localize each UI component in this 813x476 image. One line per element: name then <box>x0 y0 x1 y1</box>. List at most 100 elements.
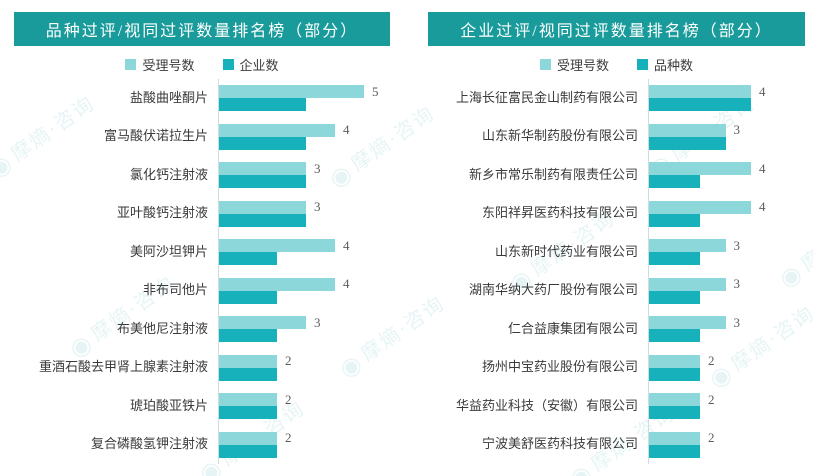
bar-line: 2 <box>649 353 805 368</box>
category-label: 琥珀酸亚铁片 <box>129 397 208 413</box>
category-label: 富马酸伏诺拉生片 <box>103 128 208 144</box>
value-label: 2 <box>285 353 292 369</box>
bar-group: 2 <box>218 348 390 387</box>
bar-group: 4 <box>218 271 390 310</box>
bar-line <box>219 175 390 189</box>
bar-line: 3 <box>649 238 805 253</box>
bar-group: 3 <box>648 233 805 272</box>
value-label: 3 <box>314 160 321 176</box>
bar-line <box>649 252 805 266</box>
category-label: 复合磷酸氢钾注射液 <box>90 436 208 452</box>
bar-group: 2 <box>648 425 805 464</box>
bar-dark <box>219 136 306 150</box>
bar-line: 3 <box>649 314 805 330</box>
varieties-chart-rows: 盐酸曲唑酮片 5 富马酸伏诺拉生片 4 氯化钙注射液 3 亚叶酸钙注射液 3 美阿沙坦钾片 4 非布… <box>14 79 390 464</box>
chart-row: 盐酸曲唑酮片 5 <box>14 79 390 118</box>
bar-dark <box>649 406 700 420</box>
bar-dark <box>649 444 700 458</box>
value-label: 2 <box>708 391 715 407</box>
category-label: 氯化钙注射液 <box>129 166 208 182</box>
bar-dark <box>649 98 751 112</box>
value-label: 3 <box>314 199 321 215</box>
bar-group: 5 <box>218 79 390 118</box>
bar-group: 2 <box>648 387 805 426</box>
value-label: 3 <box>733 276 741 292</box>
chart-row: 新乡市常乐制药有限责任公司 4 <box>428 156 805 195</box>
value-label: 2 <box>708 430 715 446</box>
category-label: 上海长征富民金山制药有限公司 <box>455 89 638 105</box>
bar-dark <box>219 444 277 458</box>
chart-row: 亚叶酸钙注射液 3 <box>14 194 390 233</box>
legend-swatch-dark-icon <box>222 59 234 70</box>
bar-light <box>219 123 335 137</box>
category-label: 扬州中宝药业股份有限公司 <box>481 359 638 375</box>
bar-line: 3 <box>649 122 805 137</box>
bar-group: 4 <box>218 233 390 272</box>
bar-light <box>219 277 335 291</box>
bar-dark <box>219 329 277 343</box>
legend-label: 受理号数 <box>556 58 609 73</box>
category-label: 新乡市常乐制药有限责任公司 <box>468 166 638 182</box>
bar-light <box>219 200 306 214</box>
bar-line: 3 <box>219 160 390 176</box>
bar-line <box>649 367 805 381</box>
bar-line: 3 <box>219 199 390 215</box>
bar-group: 3 <box>648 117 805 156</box>
bar-line: 3 <box>219 315 390 330</box>
bar-group: 3 <box>218 156 390 195</box>
category-label: 亚叶酸钙注射液 <box>116 205 208 221</box>
varieties-chart-legend: 受理号数 企业数 <box>14 55 390 74</box>
chart-row: 富马酸伏诺拉生片 4 <box>14 117 390 156</box>
bar-line: 2 <box>649 391 805 407</box>
chart-row: 华益药业科技（安徽）有限公司 2 <box>428 387 805 426</box>
bar-dark <box>219 367 277 381</box>
value-label: 2 <box>285 430 292 446</box>
bar-line <box>649 329 805 343</box>
bar-line <box>649 175 805 189</box>
bar-dark <box>649 252 700 266</box>
bar-light <box>219 85 364 99</box>
bar-line: 2 <box>219 353 390 369</box>
bar-light <box>649 277 726 291</box>
bar-line <box>219 367 390 381</box>
legend-item-accepted-numbers: 受理号数 <box>125 55 195 74</box>
bar-line <box>219 290 390 304</box>
chart-row: 布美他尼注射液 3 <box>14 310 390 349</box>
bar-line <box>219 213 390 227</box>
bar-line <box>219 136 390 150</box>
bar-line <box>649 136 805 150</box>
chart-row: 仁合益康集团有限公司 3 <box>428 310 805 349</box>
bar-group: 3 <box>648 271 805 310</box>
bar-light <box>219 354 277 368</box>
bar-line: 5 <box>219 84 390 99</box>
category-label: 山东新时代药业有限公司 <box>494 243 638 259</box>
value-label: 4 <box>343 237 350 253</box>
bar-dark <box>649 367 700 381</box>
bar-line: 4 <box>649 84 805 99</box>
category-label: 宁波美舒医药科技有限公司 <box>481 436 638 452</box>
bar-line <box>219 444 390 458</box>
bar-group: 4 <box>218 117 390 156</box>
legend-swatch-dark-icon <box>637 59 648 70</box>
bar-line <box>649 213 805 227</box>
varieties-chart-title: 品种过评/视同过评数量排名榜（部分） <box>14 12 390 46</box>
bar-group: 4 <box>648 156 805 195</box>
bar-group: 3 <box>648 310 805 349</box>
chart-row: 上海长征富民金山制药有限公司 4 <box>428 79 805 118</box>
companies-chart-legend: 受理号数 品种数 <box>428 55 805 74</box>
legend-label: 企业数 <box>239 58 279 73</box>
chart-row: 重酒石酸去甲肾上腺素注射液 2 <box>14 348 390 387</box>
value-label: 2 <box>285 391 292 407</box>
bar-dark <box>219 175 306 189</box>
bar-line: 4 <box>649 199 805 214</box>
category-label: 东阳祥昇医药科技有限公司 <box>481 205 638 221</box>
varieties-chart-panel: 品种过评/视同过评数量排名榜（部分） 受理号数 企业数 盐酸曲唑酮片 5 富马酸伏诺… <box>14 12 390 464</box>
legend-item-variety-count: 品种数 <box>637 55 693 74</box>
value-label: 3 <box>733 314 741 330</box>
bar-line: 4 <box>649 161 805 176</box>
bar-line: 4 <box>219 237 390 253</box>
bar-light <box>649 393 700 407</box>
bar-light <box>649 123 726 137</box>
chart-row: 东阳祥昇医药科技有限公司 4 <box>428 194 805 233</box>
chart-row: 氯化钙注射液 3 <box>14 156 390 195</box>
